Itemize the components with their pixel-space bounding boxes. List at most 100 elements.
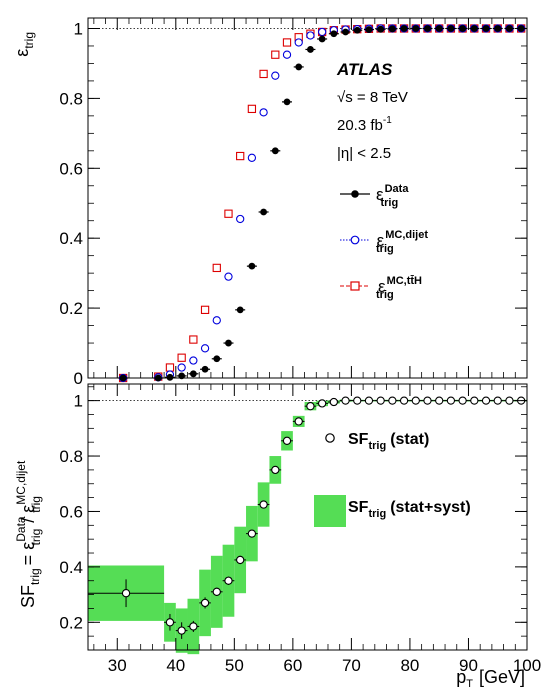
xaxis-title: pT [GeV]	[456, 667, 525, 689]
sf-stat-point	[399, 396, 409, 405]
data-point	[225, 339, 232, 347]
sf-stat-point	[505, 396, 514, 405]
legend-entry-mc-tth: εMC,tt̄H trig	[340, 275, 422, 301]
data-point	[166, 373, 174, 381]
mc-tth-point	[259, 69, 268, 79]
mc-tth-point	[165, 363, 175, 372]
sf-stat-point	[341, 396, 350, 405]
bottom-ytick-label: 0.2	[59, 613, 83, 632]
sf-stat-point	[247, 529, 257, 538]
sf-stat-point	[423, 396, 432, 405]
mc-dijet-point	[224, 272, 233, 281]
data-point	[470, 25, 478, 32]
data-point	[248, 262, 256, 270]
sf-stat-point	[224, 576, 233, 585]
legend-label-mc-dijet: εMC,dijet trig	[376, 229, 428, 255]
data-point	[260, 208, 267, 216]
sf-stat-point	[353, 396, 362, 405]
bottom-xtick-label: 80	[400, 656, 419, 675]
data-point	[283, 98, 291, 106]
sf-stat-point	[236, 555, 245, 565]
bottom-syst-bands	[88, 399, 527, 655]
legend-marker-mc-dijet	[350, 235, 360, 245]
data-point	[482, 25, 490, 32]
mc-tth-point	[282, 38, 292, 47]
data-point	[412, 25, 420, 32]
sf-stat-point	[306, 402, 315, 411]
bottom-axes: 0.2 0.4 0.6 0.8 1 30 40 50 60 70 80 90 100	[59, 383, 541, 675]
lumi-label: 20.3 fb-1	[337, 115, 392, 134]
data-point	[201, 365, 209, 373]
bottom-xtick-label: 100	[513, 656, 541, 675]
sf-stat-point	[294, 417, 303, 426]
mc-dijet-point	[317, 27, 327, 37]
data-point	[435, 25, 443, 32]
sf-stat-point	[165, 618, 175, 627]
bottom-xtick-label: 40	[166, 656, 185, 675]
bottom-ylabel: SFtrig= εDatatrig/ εMC,dijettrig	[14, 460, 43, 608]
mc-tth-point	[236, 151, 245, 161]
top-ytick-label: 0.4	[59, 229, 83, 248]
mc-dijet-point	[189, 356, 198, 365]
sf-stat-point	[189, 622, 198, 631]
top-data-marks	[118, 24, 527, 383]
legend-marker-sf-stat	[325, 433, 335, 443]
mc-dijet-point	[200, 344, 210, 353]
top-ytick-label: 0	[74, 369, 83, 388]
top-ytick-label: 0.8	[59, 89, 83, 108]
data-point	[307, 46, 314, 53]
sf-stat-point	[388, 396, 397, 405]
mc-dijet-point	[294, 38, 303, 47]
mc-dijet-point	[177, 363, 186, 372]
top-panel: 0 0.2 0.4 0.6 0.8 1 εtrig ATLAS √s = 8 TeV 20…	[12, 17, 528, 388]
mc-dijet-point	[247, 153, 257, 162]
sf-stat-point	[411, 396, 420, 405]
mc-tth-point	[189, 335, 198, 344]
bottom-ytick-label: 0.8	[59, 447, 83, 466]
data-point	[506, 25, 513, 32]
mc-dijet-point	[236, 214, 245, 224]
data-point	[271, 147, 279, 155]
bottom-legend: SFtrig (stat) SFtrig (stat+syst)	[314, 431, 471, 527]
sf-stat-point	[282, 436, 292, 445]
data-point	[213, 355, 221, 363]
legend-label-sf-stat: SFtrig (stat)	[348, 431, 429, 452]
sf-stat-point	[200, 598, 210, 608]
sf-stat-point	[121, 589, 131, 598]
sf-stat-point	[376, 396, 385, 405]
data-point	[424, 25, 431, 32]
bottom-ytick-label: 0.6	[59, 502, 83, 521]
data-point	[388, 25, 396, 33]
bottom-xtick-label: 60	[283, 656, 302, 675]
data-point	[353, 26, 361, 34]
mc-tth-point	[200, 305, 210, 314]
sf-stat-point	[271, 465, 280, 475]
bottom-xtick-label: 30	[108, 656, 127, 675]
data-point	[365, 26, 373, 33]
energy-label: √s = 8 TeV	[337, 89, 408, 106]
bottom-frame	[87, 383, 528, 651]
data-point	[459, 25, 467, 32]
bottom-ytick-label: 1	[74, 392, 83, 411]
data-point	[494, 25, 502, 32]
eta-label: |η| < 2.5	[337, 145, 391, 162]
legend-entry-data: εData trig	[340, 183, 409, 209]
bottom-panel: 0.2 0.4 0.6 0.8 1 30 40 50 60 70 80 90 100 SFtrig= ε…	[14, 383, 541, 675]
data-point	[295, 63, 303, 71]
sf-stat-point	[177, 626, 186, 635]
legend-label-data: εData trig	[376, 183, 409, 209]
bottom-xtick-label: 70	[342, 656, 361, 675]
top-axes: 0 0.2 0.4 0.6 0.8 1	[59, 17, 528, 388]
legend-entry-sf-syst: SFtrig (stat+syst)	[314, 495, 471, 527]
legend-label-sf-syst: SFtrig (stat+syst)	[348, 499, 471, 520]
top-ytick-label: 0.6	[59, 159, 83, 178]
sf-stat-point	[317, 399, 327, 408]
data-point	[377, 25, 385, 33]
mc-tth-point	[177, 353, 186, 362]
top-legend: εData trig εMC,dijet trig εMC,tt̄H trig	[340, 183, 428, 301]
bottom-xtick-label: 90	[459, 656, 478, 675]
mc-dijet-point	[271, 71, 280, 80]
mc-dijet-point	[212, 316, 221, 325]
data-point	[447, 25, 455, 32]
